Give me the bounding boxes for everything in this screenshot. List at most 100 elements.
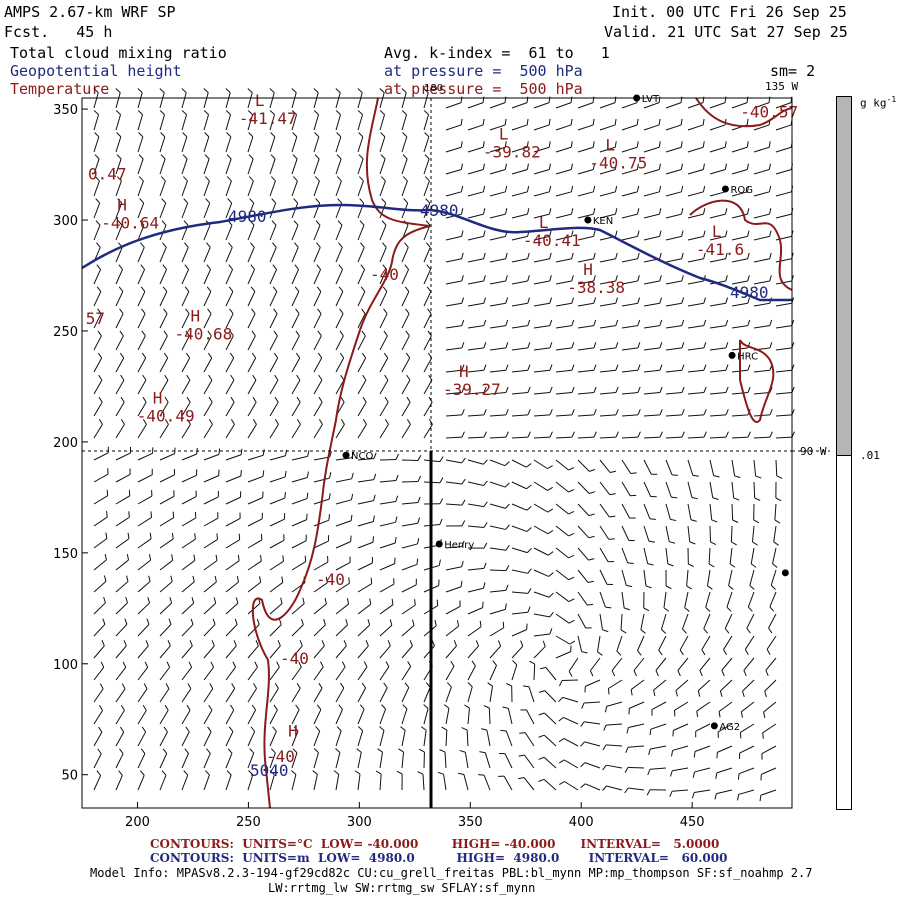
height-contour-info: CONTOURS: UNITS=m LOW= 4980.0 HIGH= 4980… — [150, 851, 728, 865]
wind-barb — [159, 597, 173, 615]
wind-barb — [115, 176, 122, 197]
wind-barb — [181, 330, 190, 351]
wind-barb — [511, 141, 529, 153]
wind-barb — [577, 459, 596, 472]
temperature-contour-label: -40 — [370, 265, 399, 284]
wind-barb — [203, 597, 217, 615]
wind-barb — [744, 635, 755, 655]
extremum-marker: L — [539, 213, 549, 232]
wind-barb — [763, 701, 777, 719]
wind-barb — [511, 503, 532, 511]
wind-barb — [577, 163, 595, 175]
wind-barb — [247, 352, 257, 373]
wind-barb — [520, 709, 535, 725]
wind-barb — [247, 220, 255, 241]
wind-barb — [555, 230, 574, 241]
station: KEN — [584, 216, 613, 227]
wind-barb — [379, 640, 391, 659]
wind-barb — [203, 726, 212, 747]
wind-barb — [115, 330, 124, 351]
wind-barb — [599, 141, 617, 153]
wind-barb — [665, 297, 685, 307]
wind-barb — [511, 118, 529, 131]
wind-barb — [753, 185, 772, 197]
wind-barb — [159, 726, 168, 747]
wind-barb — [687, 481, 698, 500]
wind-barb — [115, 705, 125, 725]
wind-barb — [159, 419, 169, 439]
wind-barbs — [93, 88, 795, 802]
wind-barb — [203, 704, 213, 725]
wind-barb — [313, 748, 319, 769]
wind-barb — [335, 661, 346, 681]
wind-barb — [379, 537, 397, 549]
wind-barb — [159, 618, 172, 637]
wind-barb — [577, 118, 595, 131]
wind-barb — [357, 704, 365, 725]
wind-barb — [665, 208, 684, 219]
wind-barb — [335, 330, 344, 351]
wind-barb — [269, 726, 277, 747]
wind-barb — [335, 286, 344, 307]
wind-barb — [401, 154, 408, 175]
wind-barb — [643, 297, 663, 307]
wind-barb — [558, 738, 579, 747]
wind-barb — [775, 364, 795, 373]
wind-barb — [335, 419, 345, 439]
wind-barb — [467, 562, 487, 571]
extremum-value: -41.6 — [696, 240, 744, 259]
extremum-value: -40.64 — [101, 213, 159, 232]
wind-barb — [181, 748, 189, 769]
wind-barb — [357, 220, 365, 241]
wind-barb — [621, 275, 640, 285]
wind-barb — [559, 679, 579, 687]
wind-barb — [621, 525, 635, 542]
wind-barb — [511, 342, 531, 351]
wind-barb — [759, 789, 777, 802]
extremum-value: -40.68 — [175, 324, 233, 343]
wind-barb — [687, 503, 697, 522]
wind-barb — [568, 657, 579, 677]
wind-barb — [445, 660, 455, 681]
wind-barb — [269, 492, 286, 505]
wind-barb — [423, 518, 443, 527]
wind-barb — [467, 185, 486, 197]
wind-barb — [401, 704, 408, 725]
station — [781, 569, 789, 577]
wind-barb — [577, 613, 592, 629]
wind-barb — [665, 503, 677, 522]
wind-barb — [401, 558, 419, 571]
wind-barb — [401, 537, 420, 549]
wind-barb — [533, 640, 546, 659]
wind-barb — [724, 613, 733, 634]
wind-barb — [580, 762, 601, 769]
wind-barb — [379, 474, 399, 483]
wind-barb — [93, 618, 106, 637]
wind-barb — [775, 208, 794, 219]
model-title: AMPS 2.67-km WRF SP — [4, 3, 176, 21]
wind-barb — [291, 618, 304, 637]
meridian-label-90w: 90 W — [800, 445, 827, 458]
wind-barb — [687, 525, 696, 545]
wind-barb — [335, 451, 355, 461]
wind-barb — [423, 704, 429, 725]
wind-barb — [225, 374, 235, 395]
wind-barb — [225, 683, 236, 703]
wind-barb — [555, 252, 574, 263]
wind-barb — [669, 789, 689, 798]
wind-barb — [269, 555, 284, 571]
wind-barb — [115, 374, 125, 395]
wind-barb — [717, 723, 733, 738]
wind-barb — [423, 264, 432, 285]
wind-barb — [445, 620, 460, 637]
wind-barb — [335, 577, 350, 593]
wind-barb — [379, 557, 396, 571]
wind-barb — [621, 409, 641, 417]
wind-barb — [401, 88, 407, 109]
wind-barb — [684, 591, 690, 612]
wind-barb — [159, 110, 166, 131]
wind-barb — [93, 532, 108, 549]
wind-barb — [335, 132, 342, 153]
wind-barb — [753, 364, 773, 373]
wind-barb — [467, 582, 486, 593]
